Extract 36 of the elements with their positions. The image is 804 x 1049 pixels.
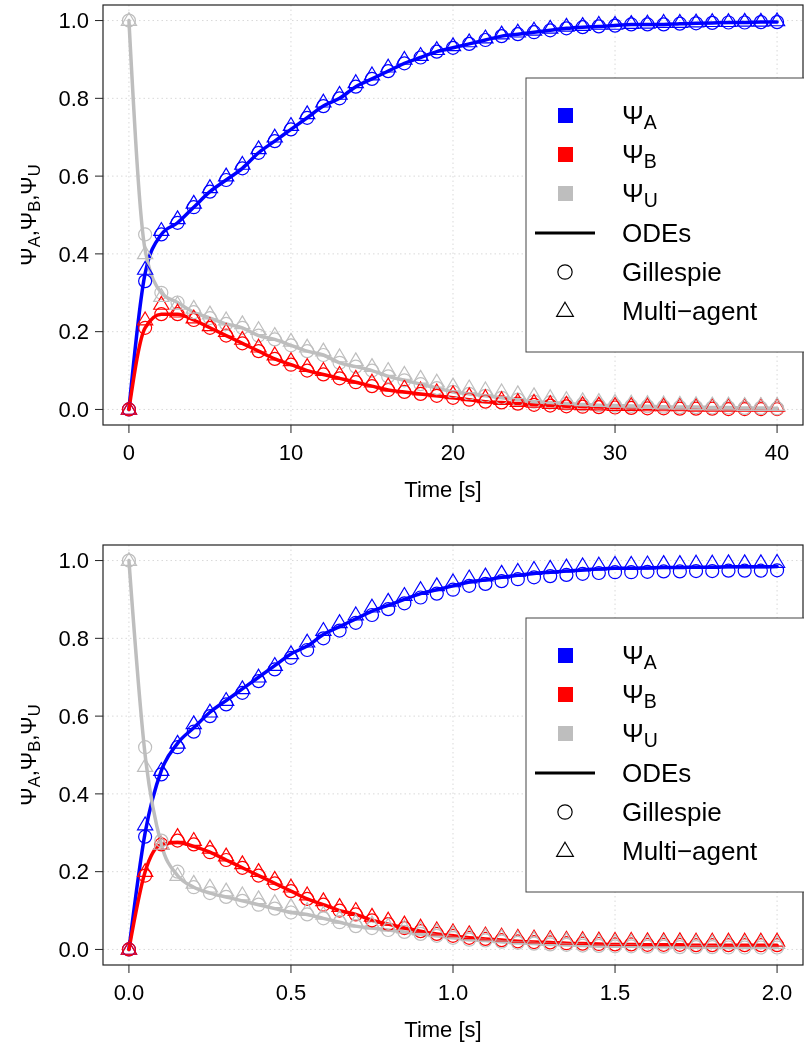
y-tick-label: 0.8 <box>58 626 89 652</box>
x-tick-label: 0.0 <box>113 980 145 1005</box>
legend-label: Ψ$_{U}$ <box>622 177 658 211</box>
y-tick-label: 0.0 <box>58 937 89 963</box>
y-tick-label: 0.6 <box>58 163 89 189</box>
x-tick-label: 20 <box>440 440 466 465</box>
legend-label: Ψ$_{B}$ <box>622 678 657 712</box>
y-tick-label: 0.0 <box>58 397 89 423</box>
annotation: ODEs <box>622 218 692 249</box>
y-tick-label: 0.4 <box>58 241 89 267</box>
y-tick-label: 0.2 <box>58 859 89 885</box>
x-tick-label: 0.5 <box>275 980 307 1005</box>
annotation: Gillespie <box>622 797 722 828</box>
legend-label: Ψ$_{B}$ <box>622 138 657 172</box>
y-tick-label: 1.0 <box>58 8 89 34</box>
x-tick-label: 0 <box>122 440 136 465</box>
x-tick-label: 40 <box>764 440 790 465</box>
annotation: Multi−agent <box>622 296 758 327</box>
annotation: ODEs <box>622 758 692 789</box>
annotation: Multi−agent <box>622 836 758 867</box>
legend-label: Ψ$_{U}$ <box>622 717 658 751</box>
legend-label: Ψ$_{A}$ <box>622 99 657 133</box>
y-tick-label: 0.8 <box>58 86 89 112</box>
legend-label: Ψ$_{A}$ <box>622 639 657 673</box>
x-tick-label: 30 <box>602 440 628 465</box>
annotation: Gillespie <box>622 257 722 288</box>
x-axis-title: Time [s] <box>404 477 482 502</box>
x-tick-label: 10 <box>278 440 304 465</box>
y-tick-label: 1.0 <box>58 548 89 574</box>
x-tick-label: 2.0 <box>761 980 793 1005</box>
x-axis-title: Time [s] <box>404 1017 482 1042</box>
x-tick-label: 1.0 <box>437 980 469 1005</box>
y-tick-label: 0.2 <box>58 319 89 345</box>
y-tick-label: 0.6 <box>58 703 89 729</box>
y-tick-label: 0.4 <box>58 781 89 807</box>
x-tick-label: 1.5 <box>599 980 631 1005</box>
